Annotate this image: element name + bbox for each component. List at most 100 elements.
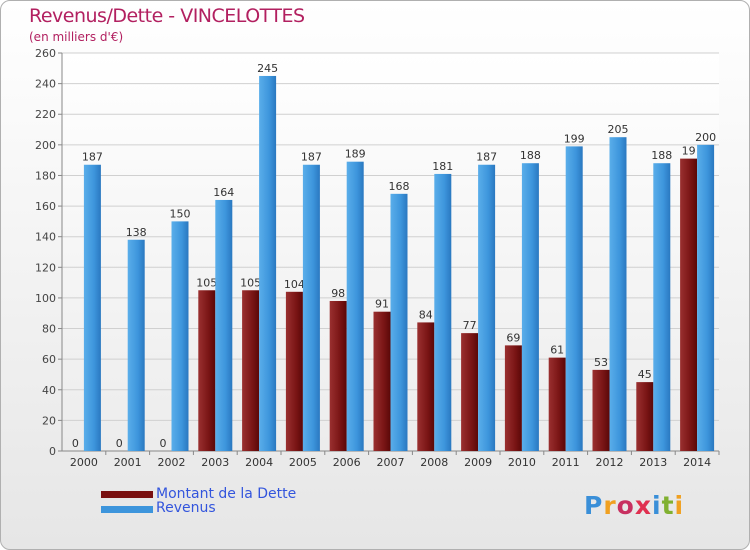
data-label-revenus: 138 [126, 226, 147, 239]
legend-label-revenus: Revenus [156, 500, 216, 516]
bar-revenus [478, 164, 496, 451]
data-label-dette: 98 [331, 287, 345, 300]
y-tick-label: 120 [35, 261, 56, 274]
y-tick-label: 240 [35, 78, 56, 91]
x-tick-label: 2004 [245, 456, 273, 469]
bar-dette [329, 300, 347, 451]
x-tick-label: 2011 [552, 456, 580, 469]
data-label-dette: 105 [240, 276, 261, 289]
bar-revenus [565, 146, 583, 451]
data-label-dette: 53 [594, 356, 608, 369]
data-label-revenus: 199 [564, 132, 585, 145]
data-label-revenus: 189 [345, 148, 366, 161]
data-label-dette: 0 [116, 437, 123, 450]
bar-dette [592, 369, 610, 451]
data-label-revenus: 205 [608, 123, 629, 136]
proxiti-logo: Proxiti [584, 491, 684, 520]
bar-dette [680, 158, 698, 451]
y-tick-label: 60 [42, 353, 56, 366]
bar-dette [461, 333, 479, 451]
bar-dette [417, 322, 435, 451]
bar-revenus [259, 75, 277, 451]
bar-revenus [434, 173, 452, 451]
data-label-dette: 69 [506, 331, 520, 344]
bar-revenus [127, 239, 145, 451]
bar-revenus [83, 164, 101, 451]
data-label-dette: 19 [682, 145, 696, 158]
logo-letter: t [661, 491, 675, 520]
bar-revenus [521, 163, 539, 451]
data-label-revenus: 188 [520, 149, 541, 162]
x-tick-label: 2009 [464, 456, 492, 469]
data-label-revenus: 187 [82, 151, 103, 164]
y-tick-label: 160 [35, 200, 56, 213]
bar-revenus [346, 161, 364, 451]
y-tick-label: 100 [35, 292, 56, 305]
data-label-dette: 0 [160, 437, 167, 450]
data-label-revenus: 187 [476, 151, 497, 164]
x-tick-label: 2014 [683, 456, 711, 469]
x-tick-label: 2005 [289, 456, 317, 469]
data-label-dette: 0 [72, 437, 79, 450]
data-label-dette: 45 [638, 368, 652, 381]
bar-revenus [653, 163, 671, 451]
bar-dette [636, 382, 654, 451]
data-label-dette: 61 [550, 344, 564, 357]
bar-dette [242, 290, 260, 451]
x-tick-label: 2008 [420, 456, 448, 469]
bar-revenus [609, 137, 627, 451]
legend-swatch-dette [101, 491, 153, 498]
bar-revenus [390, 193, 408, 452]
data-label-revenus: 168 [389, 180, 410, 193]
data-label-dette: 84 [419, 308, 433, 321]
data-label-revenus: 164 [213, 186, 234, 199]
y-tick-label: 180 [35, 169, 56, 182]
logo-letter: r [603, 491, 617, 520]
legend-swatch-revenus [101, 506, 153, 513]
x-tick-label: 2001 [114, 456, 142, 469]
x-tick-label: 2010 [508, 456, 536, 469]
data-label-revenus: 188 [651, 149, 672, 162]
legend-label-dette: Montant de la Dette [156, 486, 297, 502]
data-label-dette: 91 [375, 298, 389, 311]
bar-dette [504, 345, 522, 451]
chart-subtitle: (en milliers d'€) [29, 30, 124, 44]
y-tick-label: 220 [35, 108, 56, 121]
y-tick-label: 260 [35, 47, 56, 60]
bar-revenus [697, 144, 715, 451]
bar-dette [548, 357, 566, 451]
x-tick-label: 2003 [201, 456, 229, 469]
y-tick-label: 40 [42, 384, 56, 397]
x-tick-label: 2012 [596, 456, 624, 469]
chart-title: Revenus/Dette - VINCELOTTES [29, 5, 305, 27]
x-tick-label: 2002 [158, 456, 186, 469]
logo-letter: i [652, 491, 662, 520]
data-label-revenus: 150 [170, 207, 191, 220]
bar-revenus [302, 164, 320, 451]
logo-letter: o [616, 491, 635, 520]
bar-revenus [171, 221, 189, 451]
data-label-revenus: 187 [301, 151, 322, 164]
x-tick-label: 2007 [377, 456, 405, 469]
logo-letter: P [584, 491, 604, 520]
y-tick-label: 140 [35, 231, 56, 244]
data-label-dette: 77 [463, 319, 477, 332]
logo-letter: x [634, 491, 652, 520]
bar-dette [198, 290, 216, 451]
x-tick-label: 2013 [639, 456, 667, 469]
data-label-dette: 105 [196, 276, 217, 289]
bar-dette [373, 311, 391, 451]
data-label-revenus: 245 [257, 62, 278, 75]
logo-letter: i [674, 491, 685, 520]
x-tick-label: 2000 [70, 456, 98, 469]
y-tick-label: 200 [35, 139, 56, 152]
bar-dette [285, 291, 303, 451]
bar-revenus [215, 199, 233, 451]
data-label-dette: 104 [284, 278, 305, 291]
y-tick-label: 0 [49, 445, 56, 458]
data-label-revenus: 200 [695, 131, 716, 144]
y-tick-label: 20 [42, 414, 56, 427]
data-label-revenus: 181 [432, 160, 453, 173]
